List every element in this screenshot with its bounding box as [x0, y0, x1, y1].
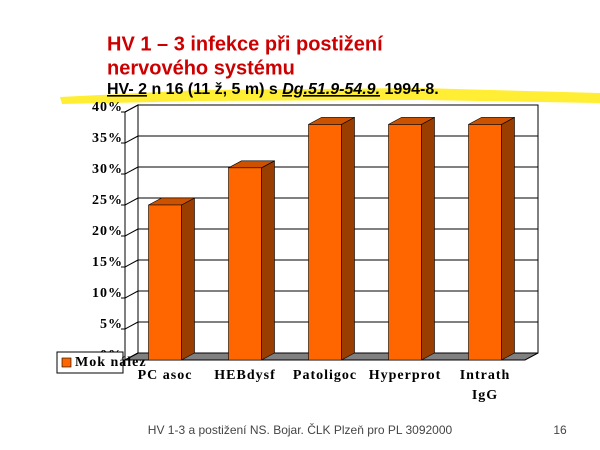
y-tick-label: 20% [92, 224, 123, 239]
bar [468, 116, 515, 361]
grid-line [124, 228, 139, 237]
y-tick-label: 15% [92, 255, 123, 270]
y-tick-label: 35% [92, 131, 123, 146]
x-tick-label: PC asoc [137, 368, 193, 383]
subtitle-part: HV- 2 [107, 81, 147, 98]
y-tick-label: 30% [92, 162, 123, 177]
subtitle: HV- 2 n 16 (11 ž, 5 m) s Dg.51.9-54.9. 1… [107, 81, 439, 98]
subtitle-part: Dg.51.9-54.9. [282, 81, 380, 98]
grid-line [124, 104, 139, 113]
page-number: 16 [553, 423, 567, 437]
grid-line [124, 290, 139, 299]
bar-front [388, 124, 422, 361]
grid-line [124, 135, 139, 144]
grid-line [124, 197, 139, 206]
subtitle-part: n 16 (11 ž, 5 m) s [147, 81, 282, 98]
legend-box [56, 351, 124, 374]
bar-front [148, 204, 182, 361]
y-tick-label: 40% [92, 100, 123, 115]
grid-line [124, 166, 139, 175]
bar-front [468, 124, 502, 361]
grid-line [124, 321, 139, 330]
bar-side [181, 197, 195, 361]
x-tick-label: HEBdysf [214, 368, 276, 383]
chart-title: nervového systému [107, 57, 295, 79]
x-tick-label: Intrath IgG [459, 368, 511, 403]
bar-front [308, 124, 342, 361]
chart-title: HV 1 – 3 infekce při postižení [107, 33, 384, 55]
bar-side [261, 160, 275, 361]
bar-side [421, 116, 435, 361]
legend-swatch [61, 357, 72, 368]
x-tick-label: Hyperprot [368, 368, 442, 383]
legend-label: Mok nález [75, 355, 147, 370]
y-tick-label: 25% [92, 193, 123, 208]
grid-line [124, 259, 139, 268]
bar-side [341, 116, 355, 361]
highlight-stroke [60, 88, 600, 104]
bar [308, 116, 355, 361]
y-tick-label: 5% [100, 317, 123, 332]
bar [228, 160, 275, 361]
bar [388, 116, 435, 361]
y-tick-label: 10% [92, 286, 123, 301]
bar-front [228, 167, 262, 361]
x-tick-label: Patoligoc [292, 368, 358, 383]
bar [148, 197, 195, 361]
bar-side [501, 116, 515, 361]
grid-line [124, 352, 139, 361]
subtitle-part: 1994-8. [380, 81, 439, 98]
footer-text: HV 1-3 a postižení NS. Bojar. ČLK Plzeň … [148, 422, 453, 437]
